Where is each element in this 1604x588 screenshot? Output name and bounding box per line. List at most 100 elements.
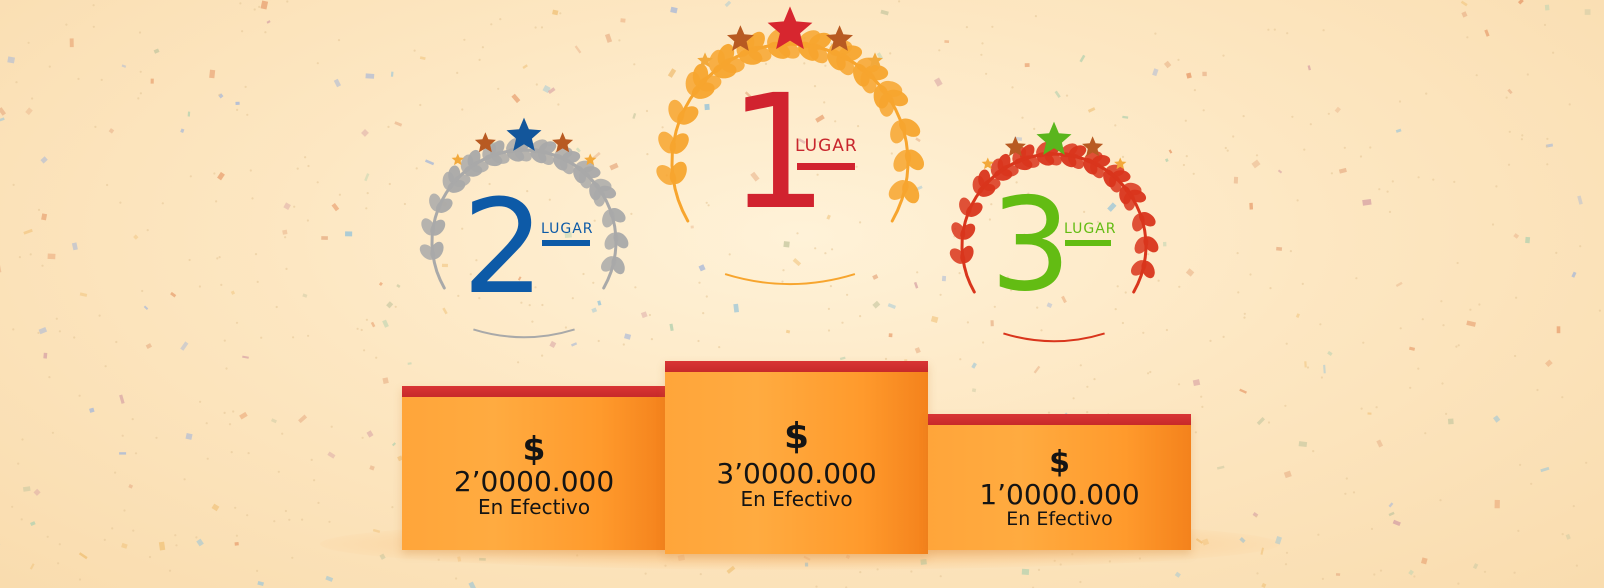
confetti-piece: [872, 300, 881, 309]
texture-dot: [1359, 155, 1363, 158]
confetti-piece: [971, 362, 977, 369]
texture-dot: [648, 313, 652, 317]
confetti-piece: [1338, 167, 1347, 174]
confetti-piece: [1447, 418, 1454, 425]
texture-dot: [841, 321, 844, 324]
texture-dot: [1399, 327, 1402, 330]
confetti-piece: [887, 303, 896, 309]
confetti-piece: [575, 147, 581, 153]
confetti-piece: [441, 263, 448, 268]
texture-dot: [189, 175, 192, 178]
texture-dot: [1417, 367, 1420, 370]
texture-dot: [1526, 73, 1529, 76]
texture-dot: [216, 257, 219, 260]
confetti-piece: [704, 103, 710, 111]
texture-dot: [253, 8, 256, 11]
texture-dot: [73, 336, 76, 339]
texture-dot: [365, 318, 368, 321]
texture-dot: [1495, 185, 1498, 188]
texture-dot: [1455, 345, 1458, 348]
texture-dot: [645, 109, 649, 113]
tiny-star-icon: [867, 52, 883, 68]
texture-dot: [1079, 580, 1082, 584]
confetti-piece: [750, 171, 760, 182]
star-icon: [552, 132, 574, 153]
texture-dot: [1303, 148, 1306, 151]
texture-dot: [718, 346, 721, 349]
texture-dot: [993, 305, 996, 308]
texture-dot: [77, 77, 80, 80]
texture-dot: [1079, 364, 1082, 367]
texture-dot: [48, 376, 51, 379]
confetti-piece: [145, 343, 153, 350]
confetti-piece: [390, 71, 394, 77]
texture-dot: [988, 218, 992, 221]
texture-dot: [264, 31, 267, 34]
confetti-piece: [1408, 569, 1414, 576]
texture-dot: [1010, 289, 1013, 292]
texture-dot: [1508, 130, 1511, 133]
texture-dot: [541, 303, 544, 307]
texture-dot: [361, 436, 364, 439]
texture-dot: [1369, 146, 1372, 149]
confetti-piece: [108, 128, 115, 134]
texture-dot: [824, 64, 827, 67]
texture-dot: [813, 85, 817, 88]
texture-dot: [597, 339, 600, 343]
texture-dot: [457, 294, 460, 297]
texture-dot: [508, 247, 511, 250]
first-place-label: LUGAR: [795, 136, 858, 156]
confetti-piece: [591, 307, 598, 313]
texture-dot: [698, 281, 701, 284]
texture-dot: [582, 272, 585, 276]
texture-dot: [827, 329, 831, 332]
confetti-piece: [1122, 115, 1129, 119]
texture-dot: [535, 83, 538, 86]
texture-dot: [782, 269, 785, 272]
confetti-piece: [1256, 416, 1265, 426]
texture-dot: [218, 256, 221, 259]
confetti-piece: [424, 159, 435, 166]
confetti-piece: [235, 101, 240, 106]
texture-dot: [360, 328, 363, 332]
confetti-piece: [1544, 4, 1550, 11]
confetti-piece: [1216, 465, 1225, 470]
confetti-piece: [1545, 359, 1553, 368]
texture-dot: [1552, 51, 1555, 54]
confetti-piece: [1276, 246, 1283, 251]
texture-dot: [1255, 515, 1258, 518]
texture-dot: [134, 452, 138, 455]
confetti-piece: [1249, 202, 1254, 210]
texture-dot: [966, 321, 970, 324]
confetti-piece: [1107, 202, 1117, 212]
texture-dot: [1121, 155, 1125, 158]
texture-dot: [650, 338, 654, 341]
texture-dot: [115, 340, 118, 344]
texture-dot: [1445, 412, 1448, 415]
texture-dot: [273, 520, 276, 523]
second-place-amount: 2’0000.000: [453, 465, 615, 498]
texture-dot: [985, 72, 988, 75]
texture-dot: [728, 253, 731, 256]
confetti-piece: [640, 311, 648, 319]
texture-dot: [1466, 36, 1469, 39]
texture-dot: [103, 538, 106, 542]
texture-dot: [540, 26, 544, 29]
texture-dot: [260, 336, 263, 339]
confetti-piece: [517, 276, 522, 281]
texture-dot: [141, 289, 144, 293]
third-place-number: 3: [990, 171, 1072, 320]
confetti-piece: [1565, 533, 1571, 540]
texture-dot: [1440, 300, 1443, 303]
texture-dot: [1291, 115, 1294, 118]
texture-dot: [232, 410, 235, 413]
texture-dot: [11, 505, 14, 508]
texture-dot: [517, 361, 520, 364]
confetti-piece: [29, 563, 35, 570]
texture-dot: [1037, 568, 1041, 572]
texture-dot: [223, 411, 226, 414]
confetti-piece: [552, 9, 559, 16]
confetti-piece: [1061, 295, 1067, 304]
texture-dot: [328, 520, 331, 523]
